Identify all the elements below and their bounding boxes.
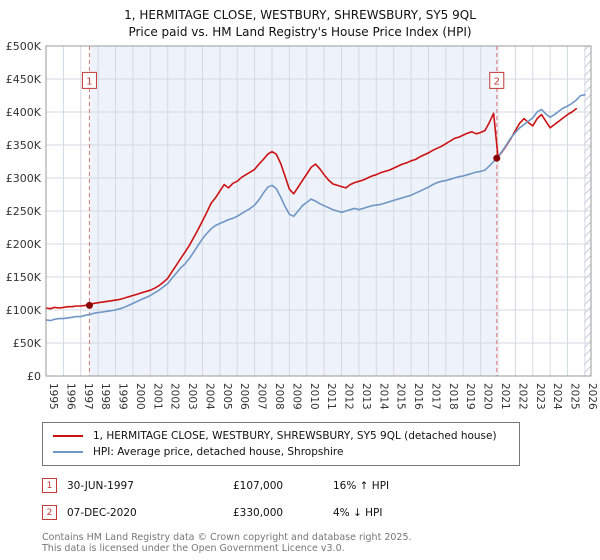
legend-label-property: 1, HERMITAGE CLOSE, WESTBURY, SHREWSBURY… [93,430,497,442]
svg-text:2021: 2021 [499,383,511,410]
svg-text:2025: 2025 [569,383,581,410]
svg-text:2014: 2014 [377,383,389,410]
svg-text:£100K: £100K [6,304,42,317]
svg-text:2007: 2007 [256,383,268,410]
svg-text:2: 2 [494,76,500,87]
sale-1-price: £107,000 [233,479,284,492]
svg-text:£0: £0 [27,370,41,383]
svg-text:2017: 2017 [429,383,441,410]
svg-text:£350K: £350K [6,139,42,152]
svg-text:2003: 2003 [186,383,198,410]
sale-annotation-2: 2 07-DEC-2020 £330,000 4% ↓ HPI [42,505,600,520]
svg-text:£250K: £250K [6,205,42,218]
legend-item-property: 1, HERMITAGE CLOSE, WESTBURY, SHREWSBURY… [51,428,511,444]
legend: 1, HERMITAGE CLOSE, WESTBURY, SHREWSBURY… [42,422,520,466]
footer-line-2: This data is licensed under the Open Gov… [42,543,345,554]
price-history-chart: £0 £50K £100K £150K £200K £250K £300K £350K £400… [6,40,598,410]
sale-2-price: £330,000 [233,506,284,519]
sale-1-hpi-diff: 16% ↑ HPI [333,479,390,492]
svg-text:2015: 2015 [395,383,407,410]
svg-text:2009: 2009 [290,383,302,410]
svg-text:2008: 2008 [273,383,285,410]
sale-annotation-1: 1 30-JUN-1997 £107,000 16% ↑ HPI [42,478,600,493]
legend-label-hpi: HPI: Average price, detached house, Shro… [93,446,344,458]
svg-text:2004: 2004 [203,383,215,410]
svg-text:2023: 2023 [534,383,546,410]
svg-text:2022: 2022 [516,383,528,410]
svg-text:£450K: £450K [6,73,42,86]
legend-line-property-icon [53,435,83,437]
svg-text:2026: 2026 [586,383,598,410]
svg-text:£300K: £300K [6,172,42,185]
svg-text:2000: 2000 [134,383,146,410]
sale-2-date: 07-DEC-2020 [67,506,137,519]
svg-text:£150K: £150K [6,271,42,284]
svg-text:2013: 2013 [360,383,372,410]
sale-2-hpi-diff: 4% ↓ HPI [333,506,383,519]
sale-annotations: 1 30-JUN-1997 £107,000 16% ↑ HPI 2 07-DE… [42,478,600,520]
svg-text:1: 1 [86,76,92,87]
svg-text:1997: 1997 [82,383,94,410]
svg-text:2012: 2012 [343,383,355,410]
svg-text:2002: 2002 [169,383,181,410]
svg-text:£200K: £200K [6,238,42,251]
svg-text:2020: 2020 [482,383,494,410]
svg-text:2001: 2001 [151,383,163,410]
sale-1-marker: 1 [42,478,57,493]
svg-text:£500K: £500K [6,40,42,53]
svg-text:2006: 2006 [238,383,250,410]
svg-text:1996: 1996 [64,383,76,410]
page-subtitle: Price paid vs. HM Land Registry's House … [128,25,472,39]
page-title: 1, HERMITAGE CLOSE, WESTBURY, SHREWSBURY… [124,8,476,22]
footer-line-1: Contains HM Land Registry data © Crown c… [42,532,412,543]
svg-text:2016: 2016 [412,383,424,410]
svg-text:2024: 2024 [551,383,563,410]
svg-text:2019: 2019 [464,383,476,410]
legend-line-hpi-icon [53,451,83,453]
svg-text:1998: 1998 [99,383,111,410]
svg-text:£400K: £400K [6,106,42,119]
svg-text:2011: 2011 [325,383,337,410]
svg-text:£50K: £50K [13,337,42,350]
license-footer: Contains HM Land Registry data © Crown c… [42,532,600,554]
legend-item-hpi: HPI: Average price, detached house, Shro… [51,444,511,460]
svg-text:1995: 1995 [47,383,59,410]
svg-text:2005: 2005 [221,383,233,410]
sale-1-date: 30-JUN-1997 [67,479,134,492]
svg-text:1999: 1999 [117,383,129,410]
svg-text:2010: 2010 [308,383,320,410]
svg-text:2018: 2018 [447,383,459,410]
sale-2-marker: 2 [42,505,57,520]
